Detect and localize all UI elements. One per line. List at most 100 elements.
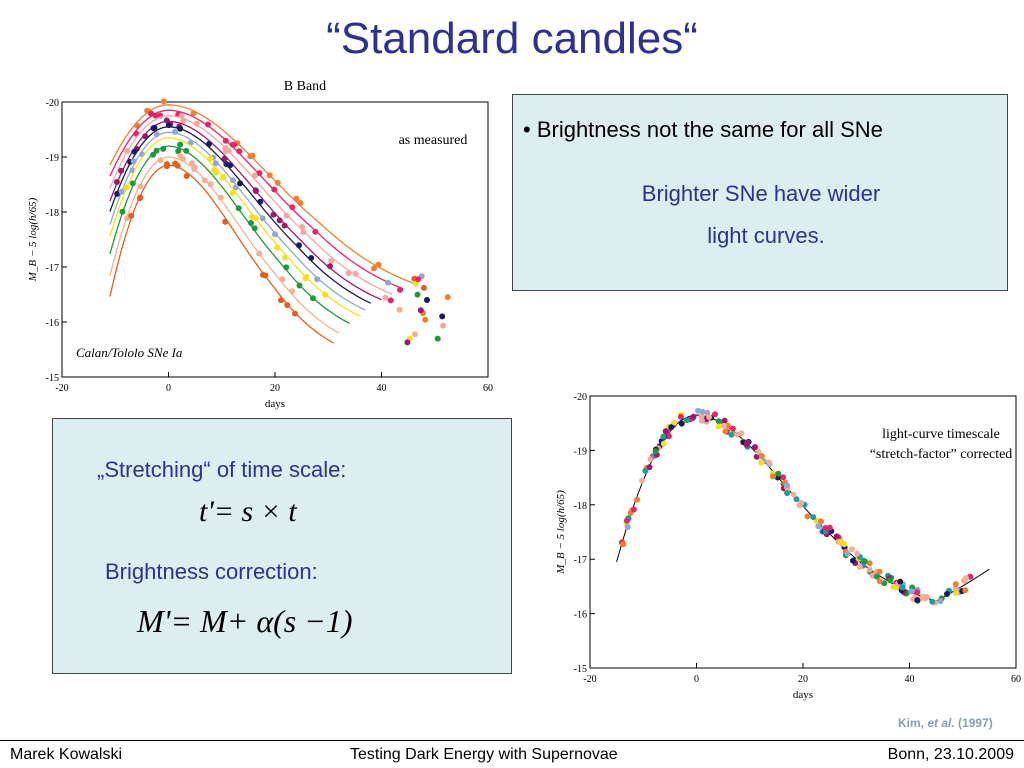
data-point <box>212 160 219 167</box>
data-point <box>225 147 232 154</box>
x-tick-label: 0 <box>694 674 699 685</box>
data-point <box>205 121 211 128</box>
data-point <box>229 177 236 184</box>
data-point <box>784 490 791 497</box>
data-point <box>854 550 861 557</box>
data-point <box>296 242 302 249</box>
wider-curves-line1: Brighter SNe have wider <box>641 181 881 206</box>
footer-date: Bonn, 23.10.2009 <box>887 746 1014 763</box>
data-point <box>434 335 441 342</box>
data-point <box>876 568 883 575</box>
footer-divider <box>0 740 1024 741</box>
data-point <box>715 423 722 430</box>
data-point <box>235 205 242 212</box>
brightness-box: • Brightness not the same for all SNe Br… <box>512 94 1008 291</box>
b-band-chart: -20 0 20 40 60 -20 -19 -18 -17 -16 -15 days M_B − 5 … <box>27 79 493 410</box>
data-point <box>695 407 702 414</box>
data-point <box>620 541 627 548</box>
data-point <box>668 424 675 431</box>
data-point <box>706 414 713 420</box>
annotation-measured: as measured <box>399 133 468 148</box>
data-point <box>444 294 451 301</box>
data-point <box>177 141 184 148</box>
data-point <box>690 413 697 420</box>
data-point <box>259 271 266 278</box>
y-tick-label: -18 <box>574 501 587 512</box>
data-point <box>734 431 741 438</box>
x-axis-label: days <box>265 398 285 410</box>
data-point <box>952 590 959 597</box>
data-point <box>630 506 637 513</box>
data-point <box>183 147 190 154</box>
data-point <box>114 190 121 197</box>
data-point <box>908 588 915 595</box>
y-tick-label: -19 <box>46 153 59 164</box>
data-point <box>257 198 264 205</box>
data-point <box>256 250 263 257</box>
data-point <box>413 280 419 287</box>
data-point <box>833 533 840 540</box>
data-point <box>172 128 178 135</box>
data-point <box>188 160 195 167</box>
data-point <box>183 173 190 179</box>
data-point <box>890 583 897 590</box>
data-point <box>252 215 259 222</box>
stretch-corrected-chart: -20 0 20 40 60 -20 -19 -18 -17 -16 -15 days M_B − 5 … <box>555 392 1021 701</box>
data-point <box>163 163 170 170</box>
data-point <box>920 593 926 600</box>
data-point <box>152 112 159 119</box>
data-point <box>660 433 667 440</box>
data-point <box>790 491 797 498</box>
x-tick-label: 20 <box>798 674 808 685</box>
data-point <box>729 425 736 432</box>
data-point <box>371 265 377 272</box>
data-point <box>201 177 208 184</box>
data-point <box>157 157 164 164</box>
data-point <box>396 306 403 313</box>
data-point <box>276 217 283 224</box>
x-tick-label: 0 <box>166 383 171 394</box>
data-point <box>623 517 630 524</box>
data-point <box>222 218 229 225</box>
annotation-sample: Calan/Tololo SNe Ia <box>76 345 183 360</box>
data-point <box>876 578 883 585</box>
annotation-corrected: “stretch-factor” corrected <box>870 447 1013 462</box>
data-point <box>137 183 144 190</box>
data-point <box>758 453 765 460</box>
y-tick-label: -17 <box>46 263 59 274</box>
data-point <box>952 581 959 588</box>
data-point <box>279 276 286 283</box>
data-point <box>387 297 394 304</box>
y-tick-label: -17 <box>574 555 587 566</box>
data-point <box>837 538 844 545</box>
data-point <box>160 145 167 152</box>
data-point <box>642 467 649 474</box>
data-point <box>217 194 224 201</box>
data-point <box>722 428 729 435</box>
data-point <box>769 473 776 480</box>
data-point <box>174 162 181 169</box>
data-point <box>937 598 944 605</box>
data-point <box>758 459 765 466</box>
data-point <box>136 195 143 202</box>
data-point <box>124 148 131 154</box>
data-point <box>414 291 421 298</box>
data-point <box>118 167 125 174</box>
data-point <box>866 566 873 573</box>
data-point <box>887 577 894 584</box>
data-point <box>270 211 277 218</box>
data-point <box>128 212 135 219</box>
data-point <box>404 339 411 346</box>
data-point <box>662 428 669 435</box>
data-point <box>720 422 727 429</box>
data-point <box>753 453 760 460</box>
data-point <box>815 523 822 530</box>
light-curve-line <box>109 115 393 295</box>
data-point <box>322 291 328 298</box>
data-point <box>150 125 157 132</box>
data-point <box>236 148 243 155</box>
data-point <box>665 433 672 440</box>
data-point <box>293 195 300 202</box>
data-point <box>848 546 855 553</box>
data-point <box>297 200 304 206</box>
